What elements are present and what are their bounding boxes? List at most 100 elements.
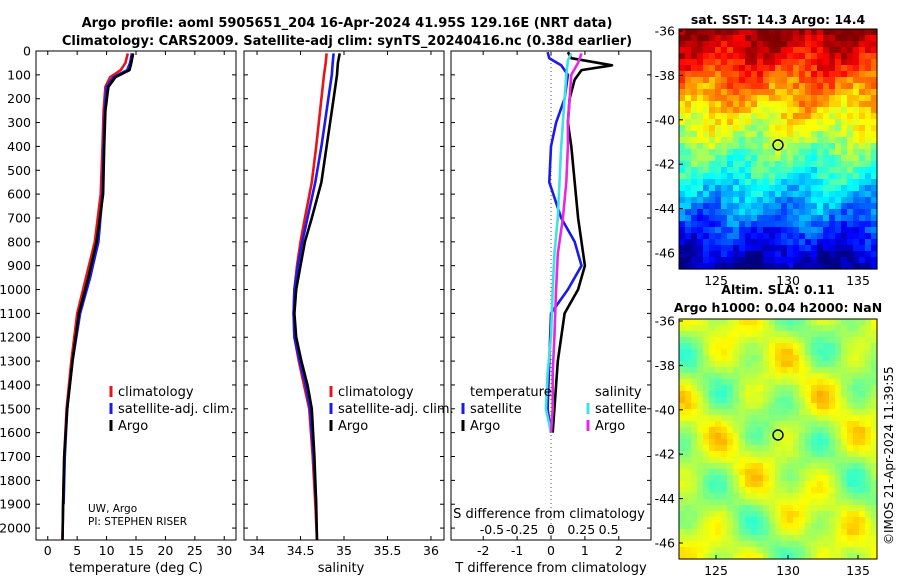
- sst-cell: [775, 173, 782, 180]
- sst-cell: [691, 257, 698, 264]
- sla-cell: [679, 391, 686, 398]
- sst-cell: [805, 209, 812, 216]
- sst-cell: [847, 251, 854, 258]
- sla-cell: [769, 505, 776, 512]
- sla-cell: [709, 421, 716, 428]
- sla-cell: [703, 385, 710, 392]
- sla-cell: [805, 319, 812, 326]
- sla-cell: [781, 373, 788, 380]
- sla-cell: [745, 451, 752, 458]
- sla-cell: [787, 397, 794, 404]
- sst-cell: [727, 119, 734, 126]
- sst-cell: [835, 143, 842, 150]
- sla-map-frame: [678, 318, 878, 560]
- sla-cell: [817, 451, 824, 458]
- sla-cell: [751, 505, 758, 512]
- sla-cell: [691, 421, 698, 428]
- sst-cell: [751, 233, 758, 240]
- sst-cell: [835, 41, 842, 48]
- sla-cell: [829, 499, 836, 506]
- sla-cell: [679, 319, 686, 326]
- sla-cell: [835, 487, 842, 494]
- sla-cell: [745, 535, 752, 542]
- sla-cell: [823, 355, 830, 362]
- sla-cell: [781, 337, 788, 344]
- sst-cell: [805, 215, 812, 222]
- sst-map-frame: [678, 28, 878, 270]
- sst-cell: [781, 215, 788, 222]
- sst-cell: [847, 257, 854, 264]
- sst-cell: [835, 155, 842, 162]
- sla-cell: [691, 433, 698, 440]
- sla-cell: [859, 343, 866, 350]
- sla-cell: [769, 439, 776, 446]
- sst-cell: [829, 215, 836, 222]
- sla-cell: [715, 505, 722, 512]
- sla-cell: [697, 373, 704, 380]
- sst-cell: [835, 167, 842, 174]
- sla-cell: [781, 319, 788, 326]
- sla-cell: [781, 511, 788, 518]
- sst-cell: [835, 89, 842, 96]
- sla-cell: [865, 385, 872, 392]
- sst-cell: [841, 83, 848, 90]
- sst-cell: [697, 101, 704, 108]
- sla-cell: [757, 427, 764, 434]
- sst-cell: [685, 197, 692, 204]
- sla-cell: [781, 517, 788, 524]
- sst-cell: [781, 101, 788, 108]
- sst-cell: [871, 191, 878, 198]
- sst-cell: [787, 53, 794, 60]
- sla-cell: [685, 541, 692, 548]
- sla-cell: [847, 493, 854, 500]
- sst-cell: [799, 119, 806, 126]
- sla-cell: [739, 481, 746, 488]
- sla-cell: [745, 553, 752, 560]
- sla-cell: [835, 331, 842, 338]
- sst-cell: [703, 107, 710, 114]
- depth-tick-label: 1300: [0, 354, 31, 369]
- sst-cell: [865, 53, 872, 60]
- sst-cell: [703, 263, 710, 270]
- sst-cell: [679, 125, 686, 132]
- sla-cell: [733, 553, 740, 560]
- sla-cell: [817, 457, 824, 464]
- legend-satellite-label: satellite-adj. clim.: [338, 402, 454, 417]
- sla-cell: [685, 505, 692, 512]
- sla-cell: [829, 331, 836, 338]
- sst-cell: [697, 59, 704, 66]
- sst-cell: [805, 143, 812, 150]
- sla-cell: [715, 499, 722, 506]
- sst-cell: [751, 209, 758, 216]
- sst-cell: [685, 257, 692, 264]
- sst-cell: [721, 77, 728, 84]
- sla-cell: [727, 361, 734, 368]
- sst-cell: [793, 239, 800, 246]
- sst-cell: [793, 71, 800, 78]
- sst-cell: [757, 41, 764, 48]
- sla-cell: [697, 325, 704, 332]
- sst-cell: [697, 233, 704, 240]
- sla-cell: [691, 487, 698, 494]
- sla-cell: [799, 331, 806, 338]
- sst-cell: [769, 161, 776, 168]
- sla-cell: [751, 481, 758, 488]
- sst-cell: [721, 233, 728, 240]
- sst-cell: [829, 263, 836, 270]
- sst-cell: [697, 185, 704, 192]
- sst-cell: [871, 53, 878, 60]
- sst-cell: [811, 179, 818, 186]
- sla-cell: [691, 463, 698, 470]
- sla-cell: [685, 433, 692, 440]
- sst-cell: [823, 143, 830, 150]
- sla-cell: [811, 457, 818, 464]
- sla-cell: [715, 451, 722, 458]
- sla-cell: [769, 325, 776, 332]
- sla-cell: [751, 403, 758, 410]
- sst-cell: [751, 191, 758, 198]
- sst-cell: [865, 35, 872, 42]
- salinity-series: [292, 53, 341, 540]
- sst-cell: [751, 125, 758, 132]
- sla-cell: [811, 481, 818, 488]
- sst-cell: [781, 173, 788, 180]
